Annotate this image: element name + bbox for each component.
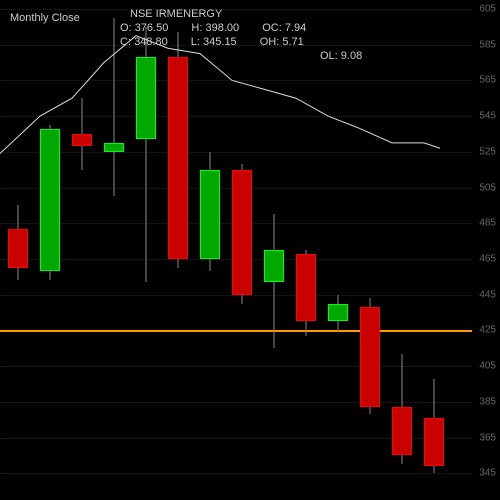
y-tick-label: 425 [479, 325, 496, 336]
candle-body [104, 143, 124, 152]
ohlc-row-2: C: 348.80 L: 345.15 OH: 5.71 [120, 36, 324, 48]
candle[interactable] [360, 0, 380, 500]
y-axis: 3453653854054254454654855055255455655856… [472, 0, 500, 500]
y-tick-label: 465 [479, 253, 496, 264]
oc-value: OC: 7.94 [262, 22, 306, 34]
candle-wick [114, 18, 115, 197]
timeframe-label: Monthly Close [10, 12, 80, 24]
candle-body [8, 229, 28, 268]
plot-area[interactable] [0, 0, 472, 500]
candle[interactable] [392, 0, 412, 500]
candle-body [264, 250, 284, 282]
close-value: C: 348.80 [120, 36, 168, 48]
candle[interactable] [72, 0, 92, 500]
ol-value: OL: 9.08 [320, 50, 362, 62]
candle-body [168, 57, 188, 259]
candle[interactable] [328, 0, 348, 500]
y-tick-label: 485 [479, 218, 496, 229]
candle-body [296, 254, 316, 322]
candle-body [200, 170, 220, 259]
candle-body [40, 129, 60, 272]
candle[interactable] [104, 0, 124, 500]
y-tick-label: 565 [479, 75, 496, 86]
candle[interactable] [136, 0, 156, 500]
candle[interactable] [8, 0, 28, 500]
y-tick-label: 365 [479, 432, 496, 443]
y-tick-label: 545 [479, 111, 496, 122]
candle-body [136, 57, 156, 139]
candle[interactable] [200, 0, 220, 500]
ohlc-row-1: O: 376.50 H: 398.00 OC: 7.94 [120, 22, 326, 34]
candle[interactable] [296, 0, 316, 500]
oh-value: OH: 5.71 [260, 36, 304, 48]
candle-body [392, 407, 412, 455]
low-value: L: 345.15 [191, 36, 237, 48]
candle[interactable] [424, 0, 444, 500]
y-tick-label: 405 [479, 361, 496, 372]
y-tick-label: 505 [479, 182, 496, 193]
candle[interactable] [264, 0, 284, 500]
candle[interactable] [232, 0, 252, 500]
high-value: H: 398.00 [191, 22, 239, 34]
candlestick-chart: Monthly Close NSE IRMENERGY O: 376.50 H:… [0, 0, 500, 500]
candle-body [424, 418, 444, 466]
y-tick-label: 345 [479, 468, 496, 479]
y-tick-label: 525 [479, 146, 496, 157]
candle-body [328, 304, 348, 322]
candle-body [360, 307, 380, 407]
candle[interactable] [40, 0, 60, 500]
y-tick-label: 445 [479, 289, 496, 300]
y-tick-label: 385 [479, 396, 496, 407]
candle[interactable] [168, 0, 188, 500]
candle-body [232, 170, 252, 295]
ticker-label: NSE IRMENERGY [130, 8, 222, 20]
y-tick-label: 585 [479, 39, 496, 50]
candle-body [72, 134, 92, 147]
open-value: O: 376.50 [120, 22, 168, 34]
